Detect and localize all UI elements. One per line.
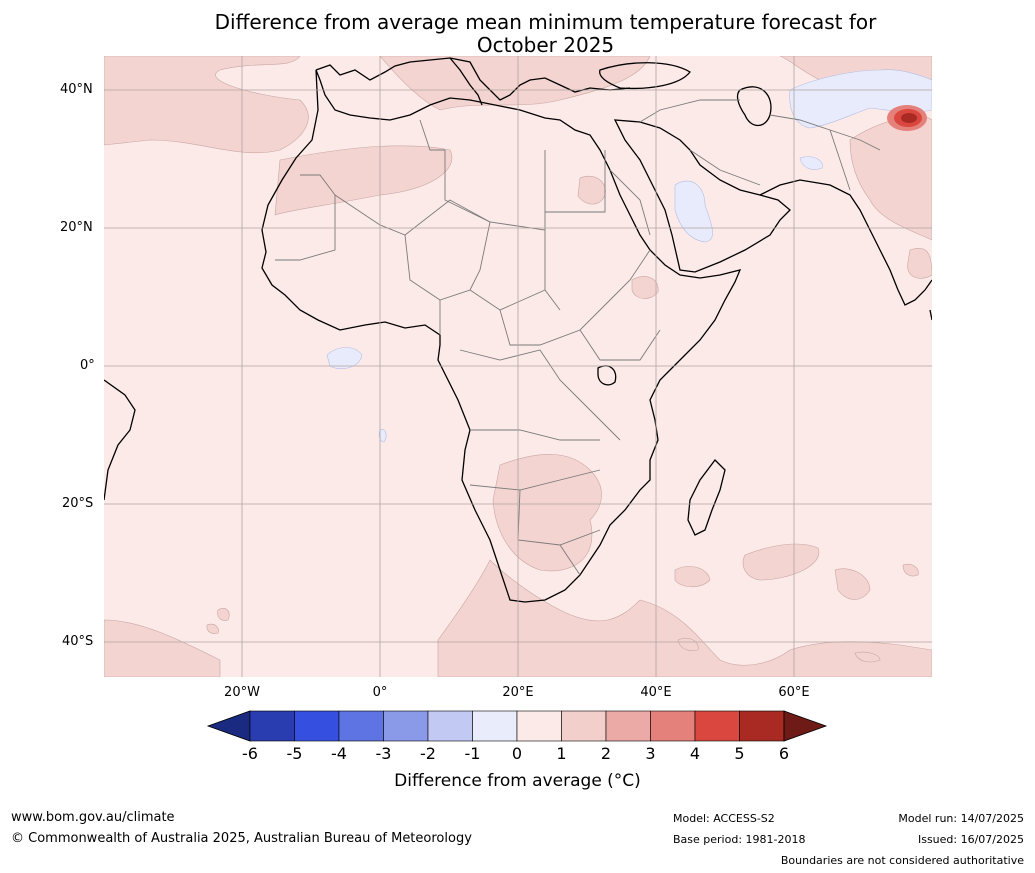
colorbar — [206, 710, 828, 742]
colorbar-segment — [650, 710, 696, 742]
footer-model-run: Model run: 14/07/2025 — [898, 812, 1024, 825]
colorbar-segment — [383, 710, 429, 742]
anomaly-neg1-to-0-areas — [326, 69, 932, 443]
colorbar-segment — [249, 710, 295, 742]
colorbar-segment — [605, 710, 651, 742]
lon-label-60e: 60°E — [778, 685, 810, 700]
coastlines — [104, 57, 932, 603]
colorbar-segment — [294, 710, 340, 742]
map-title-line-1: Difference from average mean minimum tem… — [214, 10, 877, 34]
colorbar-tick-label: -2 — [420, 744, 436, 763]
graticule — [104, 56, 932, 677]
colorbar-segment — [338, 710, 384, 742]
lat-label-40n: 40°N — [60, 82, 93, 97]
colorbar-segment — [561, 710, 607, 742]
colorbar-title: Difference from average (°C) — [394, 771, 641, 791]
map-title-line-2: October 2025 — [476, 33, 615, 57]
colorbar-segment — [739, 710, 785, 742]
colorbar-segment — [694, 710, 740, 742]
colorbar-tick-label: 4 — [689, 744, 701, 763]
colorbar-tick-label: -1 — [464, 744, 481, 763]
colorbar-tick-label: 6 — [778, 744, 790, 763]
lon-label-0: 0° — [372, 685, 388, 700]
footer-disclaimer: Boundaries are not considered authoritat… — [780, 854, 1024, 867]
colorbar-segment — [472, 710, 518, 742]
colorbar-tick-label: 5 — [734, 744, 745, 763]
colorbar-tick-label: 0 — [511, 744, 523, 763]
anomaly-hotspot-himalaya — [887, 105, 927, 131]
lon-label-20e: 20°E — [502, 685, 534, 700]
country-borders — [275, 99, 881, 576]
lon-label-40e: 40°E — [640, 685, 672, 700]
footer-model: Model: ACCESS-S2 — [673, 812, 775, 825]
footer-base-period: Base period: 1981-2018 — [673, 833, 806, 846]
footer-issued: Issued: 16/07/2025 — [917, 833, 1024, 846]
lat-label-0: 0° — [80, 358, 95, 373]
lat-label-20n: 20°N — [60, 220, 93, 235]
colorbar-segment — [516, 710, 562, 742]
footer-website: www.bom.gov.au/climate — [11, 810, 175, 825]
colorbar-tick-label: -6 — [242, 744, 258, 763]
colorbar-segment — [427, 710, 473, 742]
colorbar-tick-label: -4 — [331, 744, 347, 763]
colorbar-tick-label: 1 — [556, 744, 567, 763]
colorbar-tick-label: 2 — [600, 744, 612, 763]
footer-copyright: © Commonwealth of Australia 2025, Austra… — [11, 831, 472, 846]
colorbar-tick-label: -5 — [286, 744, 303, 763]
colorbar-tick-label: 3 — [645, 744, 656, 763]
lat-label-20s: 20°S — [62, 496, 94, 511]
colorbar-extend-low — [206, 710, 251, 742]
colorbar-tick-label: -3 — [375, 744, 392, 763]
lat-label-40s: 40°S — [62, 634, 94, 649]
colorbar-extend-high — [783, 710, 828, 742]
lon-label-20w: 20°W — [224, 685, 260, 700]
